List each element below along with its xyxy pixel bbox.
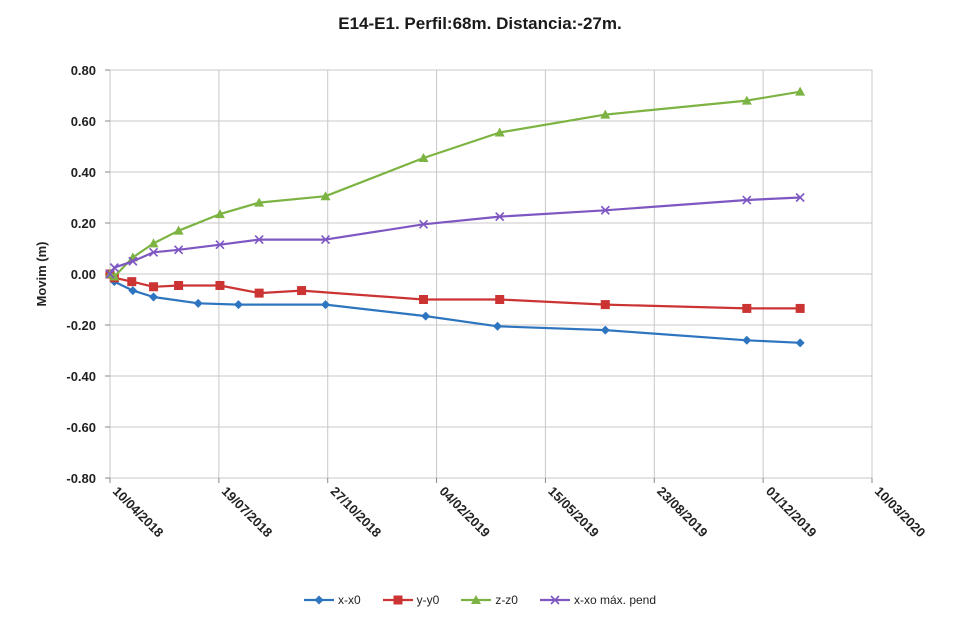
legend-label: z-z0 [495, 593, 518, 607]
legend-swatch [303, 595, 334, 605]
data-point [320, 191, 331, 201]
data-point [493, 321, 503, 331]
data-point [494, 127, 505, 137]
series-line [109, 196, 801, 275]
legend-item: y-y0 [382, 593, 440, 607]
x-tick-label: 15/05/2019 [545, 484, 602, 541]
data-point [233, 300, 243, 310]
data-point [128, 256, 138, 266]
legend-swatch [382, 595, 413, 605]
y-tick-label: -0.20 [66, 318, 96, 333]
legend-label: x-xo máx. pend [573, 593, 657, 607]
x-tick-label: 27/10/2018 [328, 484, 385, 541]
data-point [127, 277, 137, 287]
y-tick-label: 0.80 [71, 63, 96, 78]
y-tick-label: 0.40 [71, 165, 96, 180]
y-axis-label: Movim (m) [34, 242, 49, 307]
data-point [320, 235, 331, 245]
legend-item: z-z0 [461, 593, 518, 607]
legend-swatch [461, 595, 492, 604]
data-point [254, 288, 264, 298]
data-point [600, 205, 610, 215]
data-point [109, 263, 119, 273]
data-point [742, 195, 752, 205]
data-point [215, 240, 225, 250]
data-point [742, 335, 752, 345]
data-point [173, 225, 184, 235]
series-z-z0 [105, 86, 806, 281]
y-tick-label: -0.40 [66, 369, 96, 384]
legend-item: x-xo máx. pend [539, 593, 657, 607]
y-tick-label: 0.20 [71, 216, 96, 231]
axis-layer: 0.80 0.60 0.40 0.20 0.00 -0.20 -0.40 -0.60 -0.80… [34, 63, 929, 540]
data-point [795, 303, 805, 313]
legend-marker [550, 595, 560, 605]
data-point [795, 192, 805, 203]
series-line [109, 90, 801, 278]
data-point [174, 280, 184, 290]
data-point [148, 247, 159, 257]
data-point [795, 86, 806, 96]
data-point [105, 269, 115, 279]
data-point [600, 325, 610, 335]
y-tick-label: -0.80 [66, 471, 96, 486]
y-tick-label: 0.00 [71, 267, 96, 282]
data-point [109, 271, 120, 281]
data-point [128, 286, 138, 296]
data-point [193, 298, 203, 308]
data-point [495, 295, 505, 304]
series-layer [105, 86, 806, 348]
data-point [795, 338, 805, 348]
data-point [600, 300, 610, 310]
x-tick-label: 10/03/2020 [872, 484, 929, 541]
data-point [418, 152, 429, 162]
data-point [742, 303, 752, 313]
series-y-y0 [105, 269, 805, 313]
grid-layer [109, 69, 873, 479]
series-line [109, 273, 801, 344]
legend-marker [393, 595, 403, 605]
data-point [600, 109, 611, 119]
data-point [215, 280, 225, 290]
data-point [149, 292, 159, 302]
x-tick-label: 01/12/2019 [763, 484, 820, 541]
x-tick-label: 10/04/2018 [110, 484, 167, 541]
x-tick-label: 23/08/2019 [654, 484, 711, 541]
data-point [254, 197, 265, 207]
data-point [214, 209, 225, 219]
y-tick-label: -0.60 [66, 420, 96, 435]
legend-item: x-x0 [303, 593, 361, 607]
y-tick-label: 0.60 [71, 114, 96, 129]
x-tick-label: 19/07/2018 [219, 484, 276, 541]
legend-label: x-x0 [337, 593, 361, 607]
data-point [495, 212, 505, 222]
data-point [254, 235, 264, 245]
data-point [421, 311, 431, 321]
x-tick-label: 04/02/2019 [436, 484, 493, 541]
data-point [174, 245, 184, 255]
legend-marker [471, 595, 482, 604]
data-point [418, 219, 429, 229]
legend-marker [314, 595, 324, 605]
series-x-xo-m-x-pend [105, 192, 805, 279]
chart-title: E14-E1. Perfil:68m. Distancia:-27m. [338, 14, 622, 33]
data-point [741, 95, 752, 105]
legend-swatch [539, 595, 570, 605]
data-point [419, 295, 429, 304]
data-point [297, 286, 307, 296]
series-x-x0 [105, 269, 805, 348]
legend: x-x0 y-y0 z-z0 x-xo máx. pend [0, 593, 960, 607]
data-point [321, 300, 331, 310]
data-point [148, 238, 159, 248]
legend-label: y-y0 [416, 593, 440, 607]
data-point [149, 282, 159, 292]
